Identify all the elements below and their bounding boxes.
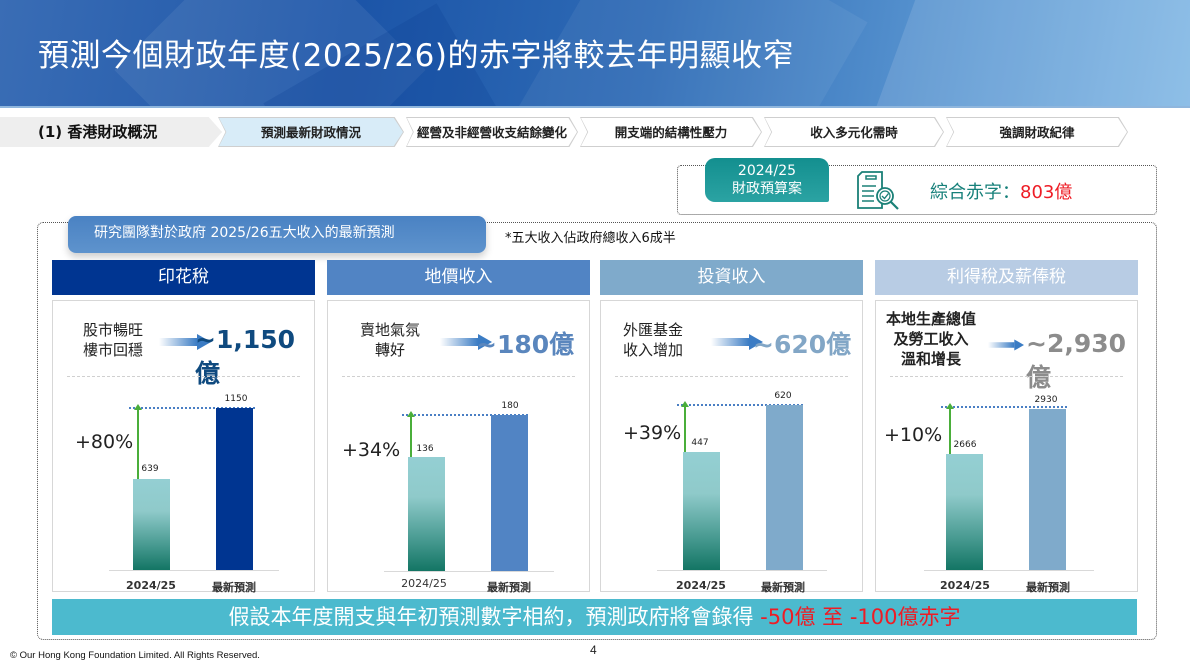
bar-new — [1029, 409, 1066, 570]
driver-text: 股市暢旺 樓市回穩 — [83, 321, 144, 359]
x-label-new: 最新預測 — [212, 581, 256, 594]
growth-arrow-icon — [134, 404, 142, 479]
conclusion-banner: 假設本年度開支與年初預測數字相約，預測政府將會錄得 -50億 至 -100億赤字 — [52, 599, 1137, 635]
bar-chart: +34% 136 180 2024/25 最新預測 — [328, 301, 591, 594]
deficit-value: 803億 — [1020, 182, 1073, 203]
growth-percent: +10% — [884, 424, 943, 446]
axis-baseline — [109, 570, 279, 571]
bar-new — [216, 408, 253, 570]
research-tab: 研究團隊對於政府 2025/26五大收入的最新預測 — [68, 216, 486, 253]
forecast-frame — [37, 222, 1157, 640]
card-body: 本地生產總值 及勞工收入 溫和增長 ~2,930億 +10% 2666 2930… — [875, 300, 1139, 594]
revenue-card-stamp-duty: 印花稅 股市暢旺 樓市回穩 ~1,150億 +80% 639 1150 2024… — [52, 260, 315, 594]
x-label-prev: 2024/25 — [401, 577, 447, 590]
x-label-new: 最新預測 — [761, 581, 805, 594]
target-line — [677, 404, 803, 406]
x-label-new: 最新預測 — [1026, 581, 1070, 594]
bar-value-new: 180 — [501, 401, 519, 411]
bar-value-new: 620 — [774, 391, 792, 401]
divider — [615, 376, 848, 377]
card-title: 利得稅及薪俸稅 — [875, 260, 1138, 295]
bar-value-prev: 2666 — [953, 440, 977, 450]
step-revenue-diversification[interactable]: 收入多元化需時 — [764, 117, 944, 147]
axis-baseline — [657, 570, 827, 571]
banner-decoration — [854, 0, 1190, 108]
research-note: *五大收入佔政府總收入6成半 — [505, 231, 676, 246]
bar-value-prev: 136 — [416, 444, 434, 454]
step-latest-finance[interactable]: 預測最新財政情況 — [218, 117, 404, 147]
x-label-prev: 2024/25 — [676, 579, 726, 592]
growth-percent: +39% — [623, 422, 682, 444]
forecast-value: ~1,150億 — [195, 325, 296, 388]
driver-text: 賣地氣氛 轉好 — [360, 321, 421, 359]
x-label-prev: 2024/25 — [126, 579, 176, 592]
bar-prev — [408, 457, 445, 571]
card-title: 印花稅 — [52, 260, 315, 295]
axis-baseline — [924, 570, 1094, 571]
arrow-right-icon — [988, 339, 1024, 351]
divider — [67, 376, 300, 377]
axis-baseline — [384, 571, 554, 572]
card-body: 外匯基金 收入增加 ~620億 +39% 447 620 2024/25 最新預… — [600, 300, 864, 594]
forecast-value: ~180億 — [476, 330, 575, 359]
growth-arrow-icon — [407, 411, 415, 457]
driver-text: 外匯基金 收入增加 — [623, 321, 684, 359]
page-title: 預測今個財政年度(2025/26)的赤字將較去年明顯收窄 — [38, 38, 794, 74]
bar-prev — [133, 479, 170, 570]
bar-value-new: 1150 — [224, 394, 248, 404]
consolidated-deficit: 綜合赤字：803億 — [930, 182, 1073, 203]
arrow-right-icon — [711, 334, 763, 350]
growth-arrow-icon — [946, 403, 954, 454]
bar-prev — [946, 454, 983, 570]
growth-percent: +34% — [342, 439, 401, 461]
card-body: 股市暢旺 樓市回穩 ~1,150億 +80% 639 1150 2024/25 … — [52, 300, 316, 594]
target-line — [402, 414, 528, 416]
divider — [342, 376, 575, 377]
arrow-right-icon — [440, 334, 492, 350]
bar-chart: +80% 639 1150 2024/25 最新預測 — [53, 301, 316, 594]
target-line — [129, 407, 255, 409]
divider — [890, 376, 1123, 377]
card-body: 賣地氣氛 轉好 ~180億 +34% 136 180 2024/25 最新預測 — [327, 300, 591, 594]
card-title: 投資收入 — [600, 260, 863, 295]
document-search-icon — [857, 171, 899, 210]
section-label: (1) 香港財政概況 — [0, 117, 222, 147]
x-label-new: 最新預測 — [487, 581, 531, 594]
breadcrumb-steps: 預測最新財政情況 經營及非經營收支結餘變化 開支端的結構性壓力 收入多元化需時 … — [218, 117, 1130, 147]
step-operating-balance[interactable]: 經營及非經營收支結餘變化 — [406, 117, 578, 147]
growth-percent: +80% — [75, 431, 134, 453]
bar-new — [766, 405, 803, 570]
budget-tag: 2024/25 財政預算案 — [705, 158, 829, 202]
revenue-card-profits-salaries-tax: 利得稅及薪俸稅 本地生產總值 及勞工收入 溫和增長 ~2,930億 +10% 2… — [875, 260, 1138, 594]
deficit-range: -50億 至 -100億赤字 — [753, 605, 961, 629]
bar-chart: +10% 2666 2930 2024/25 最新預測 — [876, 301, 1139, 594]
driver-text: 本地生產總值 及勞工收入 溫和增長 — [886, 310, 977, 368]
step-fiscal-discipline[interactable]: 強調財政紀律 — [946, 117, 1128, 147]
step-expenditure-pressure[interactable]: 開支端的結構性壓力 — [580, 117, 762, 147]
revenue-card-land-premium: 地價收入 賣地氣氛 轉好 ~180億 +34% 136 180 2024/25 … — [327, 260, 590, 594]
copyright: © Our Hong Kong Foundation Limited. All … — [10, 650, 260, 661]
forecast-value: ~620億 — [753, 330, 852, 359]
bar-value-new: 2930 — [1034, 395, 1058, 405]
growth-arrow-icon — [681, 401, 689, 452]
bar-chart: +39% 447 620 2024/25 最新預測 — [601, 301, 864, 594]
bar-value-prev: 639 — [141, 464, 159, 474]
bar-value-prev: 447 — [691, 438, 709, 448]
card-title: 地價收入 — [327, 260, 590, 295]
bar-new — [491, 415, 528, 571]
revenue-card-investment-income: 投資收入 外匯基金 收入增加 ~620億 +39% 447 620 2024/2… — [600, 260, 863, 594]
arrow-right-icon — [159, 334, 211, 350]
banner-divider — [0, 106, 1190, 108]
page-number: 4 — [590, 643, 597, 657]
bar-prev — [683, 452, 720, 570]
forecast-value: ~2,930億 — [1026, 329, 1127, 392]
x-label-prev: 2024/25 — [940, 579, 990, 592]
target-line — [941, 406, 1067, 408]
header-banner: 預測今個財政年度(2025/26)的赤字將較去年明顯收窄 — [0, 0, 1190, 108]
